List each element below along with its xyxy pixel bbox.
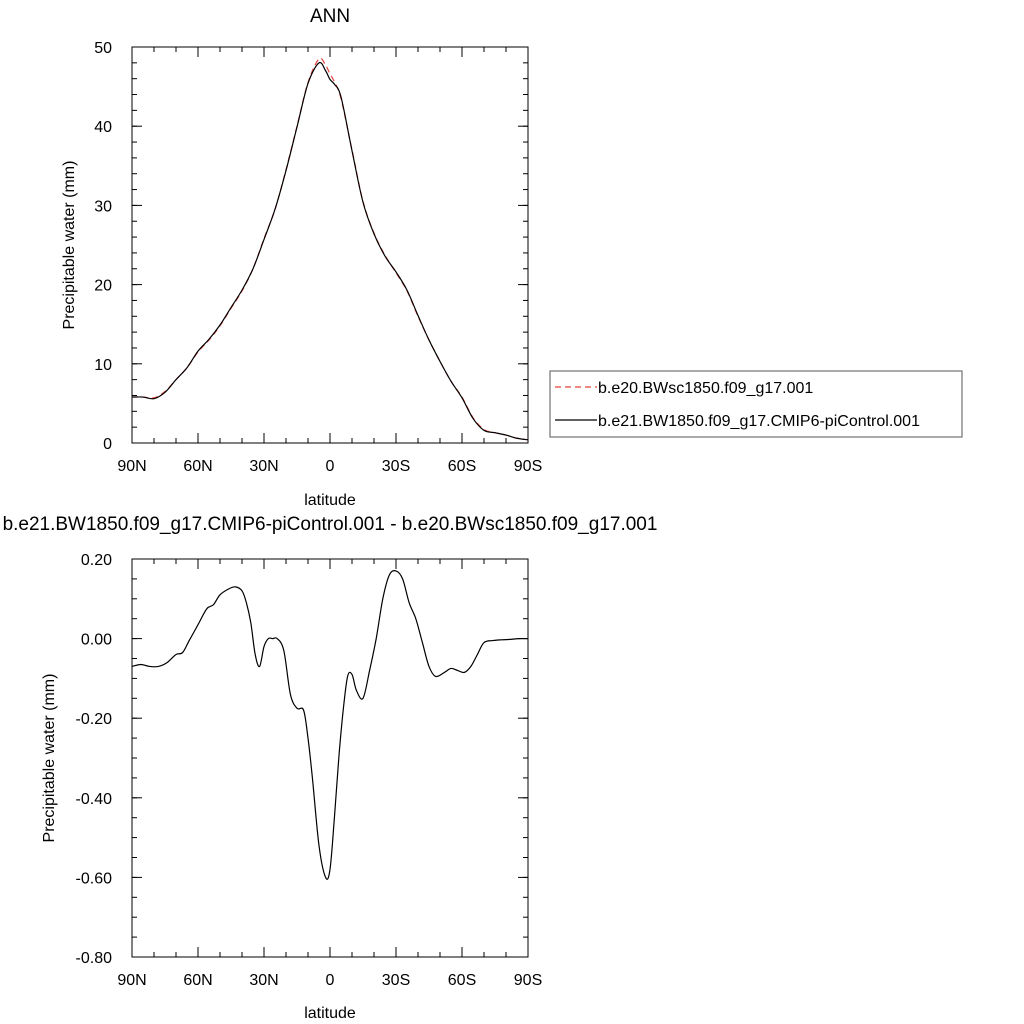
top-plot-y-axis-label: Precipitable water (mm) xyxy=(61,161,78,330)
series-line-1 xyxy=(131,570,529,880)
y-tick-label: 0.20 xyxy=(81,552,112,569)
y-tick-label: -0.40 xyxy=(76,791,113,808)
y-tick-label: 40 xyxy=(94,119,112,136)
legend: b.e20.BWsc1850.f09_g17.001 b.e21.BW1850.… xyxy=(549,370,963,438)
bottom-plot: b.e21.BW1850.f09_g17.CMIP6-piControl.001… xyxy=(3,514,658,1022)
legend-entry-1: b.e20.BWsc1850.f09_g17.001 xyxy=(598,380,813,397)
x-tick-label: 60N xyxy=(183,458,212,475)
y-tick-label: -0.60 xyxy=(76,870,113,887)
top-plot-frame xyxy=(131,46,529,444)
series-line-1 xyxy=(131,57,529,441)
bottom-plot-ticks: 90N 60N 30N 0 30S 60S 90S 0.20 0.00 -0.20 -0.40 -0.… xyxy=(76,552,543,989)
x-tick-label: 30N xyxy=(249,972,278,989)
bottom-plot-frame xyxy=(131,558,529,958)
y-tick-label: 50 xyxy=(94,40,112,57)
x-tick-label: 30S xyxy=(382,972,410,989)
legend-box xyxy=(549,370,963,438)
top-plot-x-axis-label: latitude xyxy=(304,492,356,509)
x-tick-label: 90S xyxy=(514,458,542,475)
x-tick-label: 0 xyxy=(326,458,335,475)
y-tick-label: 0 xyxy=(103,436,112,453)
top-plot-title: ANN xyxy=(310,6,350,27)
y-tick-label: 0.00 xyxy=(81,632,112,649)
bottom-plot-title: b.e21.BW1850.f09_g17.CMIP6-piControl.001… xyxy=(3,514,658,535)
x-tick-label: 0 xyxy=(326,972,335,989)
bottom-plot-x-axis-label: latitude xyxy=(304,1005,356,1022)
x-tick-label: 90N xyxy=(117,972,146,989)
y-tick-label: -0.20 xyxy=(76,711,113,728)
top-plot-ticks: 90N 60N 30N 0 30S 60S 90S 0 10 20 30 40 50 xyxy=(94,40,542,475)
top-plot: ANN 90N 60N 30N 0 30S 60S 90S 0 10 20 30 40 50 latit… xyxy=(61,6,542,509)
x-tick-label: 30N xyxy=(249,458,278,475)
x-tick-label: 30S xyxy=(382,458,410,475)
x-tick-label: 90N xyxy=(117,458,146,475)
y-tick-label: 30 xyxy=(94,198,112,215)
bottom-plot-y-axis-label: Precipitable water (mm) xyxy=(41,674,58,843)
x-tick-label: 90S xyxy=(514,972,542,989)
y-tick-label: -0.80 xyxy=(76,950,113,967)
x-tick-label: 60S xyxy=(448,458,476,475)
bottom-plot-series xyxy=(131,570,529,880)
y-tick-label: 10 xyxy=(94,357,112,374)
x-tick-label: 60S xyxy=(448,972,476,989)
y-tick-label: 20 xyxy=(94,278,112,295)
x-tick-label: 60N xyxy=(183,972,212,989)
legend-entry-2: b.e21.BW1850.f09_g17.CMIP6-piControl.001 xyxy=(598,413,920,430)
top-plot-series xyxy=(131,57,529,441)
series-line-2 xyxy=(131,61,529,441)
